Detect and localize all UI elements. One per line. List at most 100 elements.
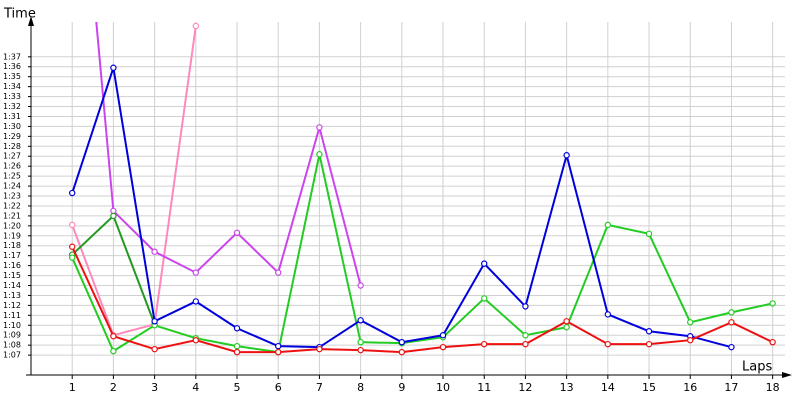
- x-tick-label: 16: [683, 381, 697, 394]
- y-tick-label: 1:14: [3, 281, 21, 290]
- data-point: [769, 338, 776, 346]
- data-point: [151, 318, 158, 325]
- x-tick-label: 2: [110, 381, 117, 394]
- series-line: [71, 246, 774, 354]
- data-point: [728, 343, 735, 351]
- x-tick-label: 7: [316, 381, 323, 394]
- x-tick-label: 15: [642, 381, 656, 394]
- x-tick-label: 14: [601, 381, 615, 394]
- x-axis-arrow: [782, 372, 792, 378]
- y-tick-label: 1:16: [3, 261, 21, 270]
- data-point: [398, 348, 406, 356]
- y-tick-label: 1:25: [3, 172, 21, 181]
- data-point: [316, 124, 323, 131]
- data-point: [192, 22, 200, 30]
- x-tick-label: 10: [436, 381, 450, 394]
- y-tick-label: 1:27: [3, 152, 21, 161]
- data-point: [69, 243, 76, 250]
- y-axis-arrow: [28, 16, 34, 26]
- series-line: [71, 154, 773, 354]
- data-point: [439, 332, 447, 339]
- data-point: [563, 318, 570, 325]
- y-tick-label: 1:35: [3, 72, 21, 81]
- y-tick-label: 1:20: [3, 221, 21, 230]
- data-point: [275, 269, 282, 276]
- data-point: [192, 298, 200, 305]
- y-tick-label: 1:12: [3, 301, 21, 310]
- y-tick-label: 1:22: [3, 201, 21, 210]
- data-point: [357, 282, 364, 289]
- data-point: [604, 340, 612, 348]
- x-tick-label: 18: [766, 381, 780, 394]
- data-point: [481, 295, 488, 302]
- y-tick-label: 1:15: [3, 271, 21, 280]
- data-point: [357, 346, 364, 354]
- y-tick-label: 1:33: [3, 92, 21, 101]
- x-tick-label: 1: [69, 381, 76, 394]
- y-tick-label: 1:37: [3, 52, 21, 61]
- data-point: [687, 336, 694, 344]
- data-point: [563, 324, 570, 331]
- x-tick-label: 12: [518, 381, 532, 394]
- y-tick-label: 1:07: [3, 351, 21, 360]
- y-tick-label: 1:36: [3, 62, 21, 71]
- data-point: [687, 319, 694, 326]
- y-tick-label: 1:18: [3, 241, 21, 250]
- data-point: [522, 340, 529, 348]
- y-tick-label: 1:09: [3, 331, 21, 340]
- data-point: [645, 328, 653, 335]
- data-point: [275, 348, 282, 356]
- data-point: [481, 260, 488, 267]
- data-point: [233, 342, 241, 350]
- y-tick-label: 1:08: [3, 341, 21, 350]
- x-tick-label: 3: [151, 381, 158, 394]
- data-point: [522, 332, 529, 339]
- data-point: [728, 319, 735, 326]
- data-point: [151, 345, 158, 353]
- data-point: [275, 342, 282, 350]
- data-point: [604, 311, 612, 318]
- data-point: [69, 221, 76, 229]
- y-tick-label: 1:30: [3, 122, 21, 131]
- x-tick-label: 8: [357, 381, 364, 394]
- data-point: [439, 343, 447, 351]
- x-axis-label: Laps: [742, 360, 772, 375]
- series-line: [95, 22, 362, 286]
- data-point: [151, 248, 158, 255]
- data-point: [481, 340, 488, 348]
- x-tick-label: 9: [398, 381, 405, 394]
- x-tick-label: 5: [234, 381, 241, 394]
- data-point: [110, 347, 117, 355]
- y-tick-label: 1:11: [3, 311, 21, 320]
- x-tick-label: 17: [724, 381, 738, 394]
- data-point: [110, 64, 117, 71]
- data-point: [316, 345, 323, 353]
- data-point: [357, 317, 364, 324]
- x-tick-label: 11: [477, 381, 491, 394]
- y-tick-label: 1:31: [3, 112, 21, 121]
- data-point: [645, 340, 653, 348]
- y-tick-label: 1:21: [3, 211, 21, 220]
- data-point: [192, 269, 200, 276]
- y-tick-label: 1:10: [3, 321, 21, 330]
- data-point: [645, 230, 653, 237]
- data-point: [563, 152, 570, 159]
- data-point: [110, 333, 117, 340]
- y-tick-label: 1:29: [3, 132, 21, 141]
- y-tick-label: 1:13: [3, 291, 21, 300]
- data-point: [398, 338, 406, 346]
- y-tick-label: 1:17: [3, 251, 21, 260]
- data-point: [316, 151, 323, 158]
- data-point: [69, 189, 76, 197]
- y-tick-label: 1:32: [3, 102, 21, 111]
- data-point: [233, 325, 241, 332]
- x-tick-label: 6: [275, 381, 282, 394]
- data-point: [357, 338, 364, 346]
- y-tick-label: 1:26: [3, 162, 21, 171]
- y-tick-label: 1:24: [3, 182, 21, 191]
- data-point: [110, 212, 117, 220]
- y-tick-label: 1:19: [3, 231, 21, 240]
- y-tick-label: 1:34: [3, 82, 21, 91]
- y-tick-label: 1:23: [3, 192, 21, 201]
